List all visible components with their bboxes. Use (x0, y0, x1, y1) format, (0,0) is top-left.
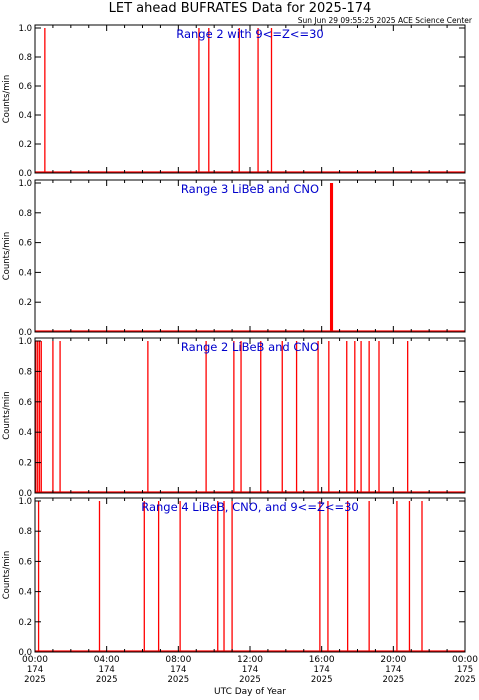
x-tick-year: 2025 (239, 675, 261, 685)
panel-1: 0.0 0.2 0.4 0.6 0.8 1.0 Range 2 with 9<=Z<=30 C… (2, 24, 466, 179)
panel-title: Range 2 with 9<=Z<=30 (176, 27, 324, 41)
x-tick-time: 00:00 (452, 655, 478, 665)
y-tick-label: 0.0 (18, 648, 32, 658)
y-tick-label: 0.2 (18, 459, 32, 469)
x-axis-label: UTC Day of Year (214, 687, 286, 697)
x-tick-year: 2025 (168, 675, 190, 685)
y-tick-label: 1.0 (18, 179, 32, 189)
y-tick-label: 1.0 (18, 497, 32, 507)
y-tick-label: 0.6 (18, 557, 32, 567)
y-tick-label: 0.0 (18, 328, 32, 338)
x-tick-time: 08:00 (165, 655, 191, 665)
y-tick-label: 0.6 (18, 239, 32, 249)
y-tick-label: 0.4 (18, 428, 32, 438)
y-tick-label: 0.2 (18, 140, 32, 150)
x-tick-doy: 174 (385, 665, 401, 675)
x-tick-doy: 174 (99, 665, 115, 675)
y-tick-label: 0.4 (18, 268, 32, 278)
figure-title: LET ahead BUFRATES Data for 2025-174 (109, 1, 372, 16)
y-tick-label: 0.0 (18, 169, 32, 179)
x-tick-year: 2025 (311, 675, 333, 685)
y-tick-label: 0.8 (18, 209, 32, 219)
x-tick-doy: 174 (170, 665, 186, 675)
x-tick-year: 2025 (24, 675, 46, 685)
y-tick-label: 0.0 (18, 489, 32, 499)
y-tick-label: 0.4 (18, 588, 32, 598)
y-tick-label: 0.6 (18, 398, 32, 408)
x-tick-doy: 174 (27, 665, 43, 675)
x-tick-doy: 175 (457, 665, 473, 675)
y-tick-label: 0.8 (18, 527, 32, 537)
panel-frame (34, 24, 466, 174)
y-axis-label: Counts/min (2, 551, 12, 600)
panel-title: Range 2 LiBeB and CNO (181, 340, 319, 354)
x-tick-doy: 174 (314, 665, 330, 675)
panel-2: 0.0 0.2 0.4 0.6 0.8 1.0 Range 3 LiBeB and CNO C… (2, 179, 466, 338)
y-axis-label: Counts/min (2, 391, 12, 440)
x-tick-time: 20:00 (380, 655, 406, 665)
x-tick-year: 2025 (96, 675, 118, 685)
y-tick-label: 0.2 (18, 298, 32, 308)
x-tick-time: 16:00 (309, 655, 335, 665)
x-tick-time: 04:00 (94, 655, 120, 665)
y-tick-label: 1.0 (18, 337, 32, 347)
y-tick-label: 1.0 (18, 24, 32, 34)
panel-frame (34, 179, 466, 333)
x-tick-year: 2025 (454, 675, 476, 685)
x-tick-doy: 174 (242, 665, 258, 675)
y-tick-label: 0.8 (18, 367, 32, 377)
y-axis-label: Counts/min (2, 232, 12, 281)
x-tick-time: 12:00 (237, 655, 263, 665)
panel-title: Range 4 LiBeB, CNO, and 9<=Z<=30 (141, 500, 359, 514)
y-tick-label: 0.4 (18, 111, 32, 121)
y-tick-label: 0.6 (18, 82, 32, 92)
panels-group: 0.0 0.2 0.4 0.6 0.8 1.0 Range 2 with 9<=Z<=30 C… (2, 24, 466, 658)
x-axis: 00:00174202504:00174202508:00174202512:0… (22, 655, 478, 685)
x-tick-year: 2025 (383, 675, 405, 685)
y-axis-label: Counts/min (2, 75, 12, 124)
x-tick-time: 00:00 (22, 655, 48, 665)
panel-title: Range 3 LiBeB and CNO (181, 182, 319, 196)
panel-3: 0.0 0.2 0.4 0.6 0.8 1.0 Range 2 LiBeB and CNO C… (2, 337, 466, 499)
panel-frame (34, 337, 466, 494)
panel-4: 0.0 0.2 0.4 0.6 0.8 1.0 Range 4 LiBeB, CNO, an… (2, 497, 466, 658)
y-tick-label: 0.2 (18, 618, 32, 628)
y-tick-label: 0.8 (18, 53, 32, 63)
figure-timestamp: Sun Jun 29 09:55:25 2025 ACE Science Cen… (298, 16, 473, 25)
